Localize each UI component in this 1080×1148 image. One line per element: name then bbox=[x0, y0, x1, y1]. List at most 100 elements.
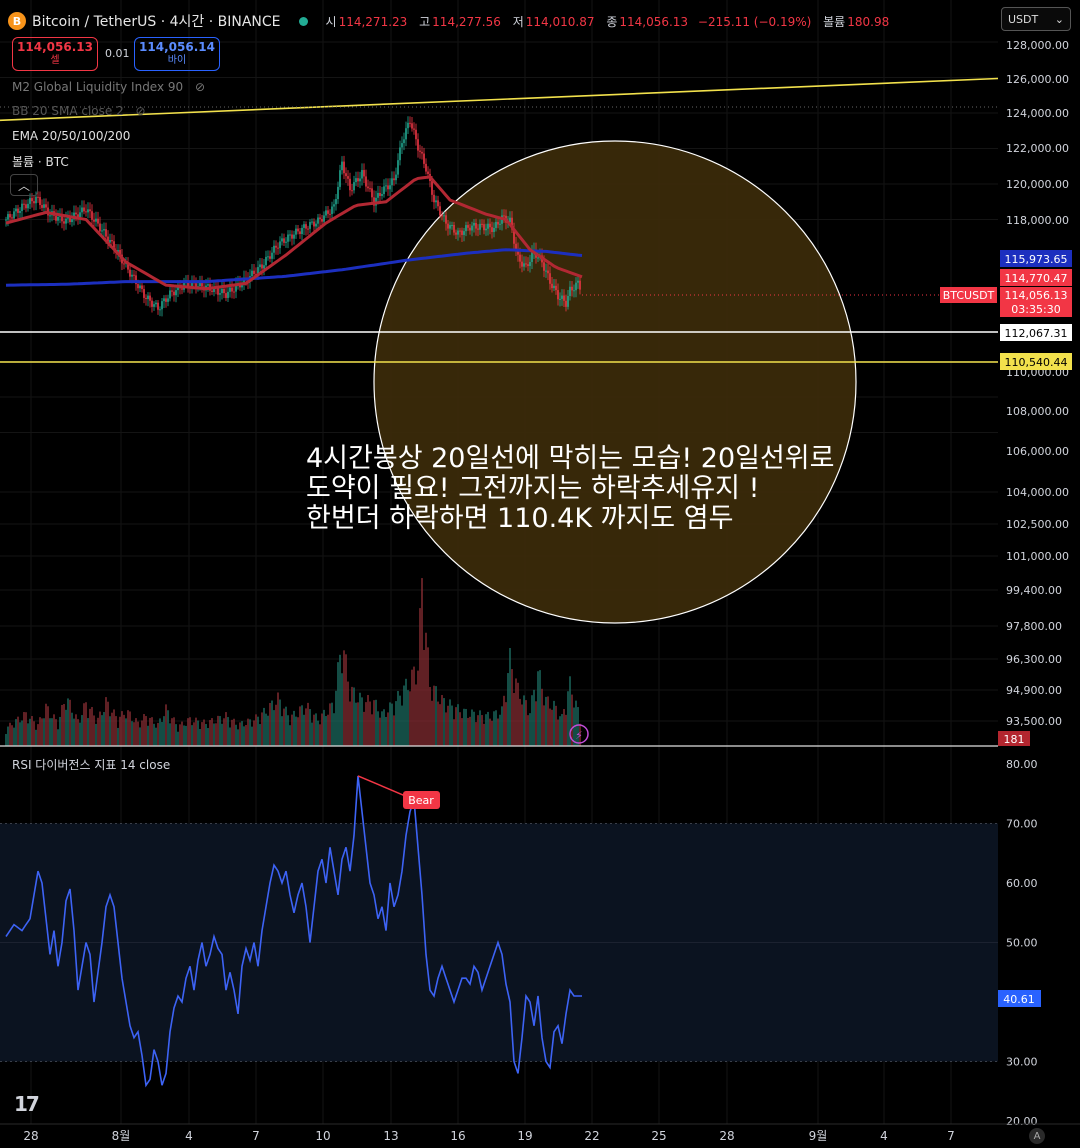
tradingview-logo[interactable]: 17 bbox=[14, 1092, 40, 1116]
volume-bar bbox=[165, 704, 167, 746]
volume-bar bbox=[363, 711, 365, 746]
volume-bar bbox=[303, 714, 305, 746]
candle-body bbox=[441, 215, 443, 217]
candle-body bbox=[231, 287, 233, 292]
volume-bar bbox=[297, 717, 299, 746]
price-tick-label: 106,000.00 bbox=[1006, 445, 1069, 458]
candle-body bbox=[83, 207, 85, 212]
volume-bar bbox=[469, 716, 471, 746]
volume-bar bbox=[105, 697, 107, 746]
time-tick-label: 22 bbox=[584, 1129, 599, 1143]
volume-tag: 181 bbox=[1004, 733, 1025, 746]
candle-body bbox=[55, 215, 57, 221]
volume-bar bbox=[45, 703, 47, 746]
price-tick-label: 120,000.00 bbox=[1006, 178, 1069, 191]
volume-tag-bg bbox=[998, 731, 1030, 746]
candle-body bbox=[13, 211, 15, 219]
candle-body bbox=[149, 295, 151, 301]
volume-bar bbox=[151, 717, 153, 746]
candle-body bbox=[529, 261, 531, 267]
volume-bar bbox=[399, 695, 401, 746]
candle-body bbox=[97, 218, 99, 224]
rsi-title[interactable]: RSI 다이버전스 지표 14 close bbox=[12, 758, 171, 772]
candle-body bbox=[225, 293, 227, 298]
candle-body bbox=[19, 211, 21, 213]
candle-body bbox=[387, 185, 389, 190]
eye-hidden-icon[interactable]: ⊘ bbox=[135, 104, 146, 118]
indicator-volume[interactable]: 볼륨 · BTC bbox=[12, 155, 69, 169]
candle-body bbox=[381, 194, 383, 196]
volume-bar bbox=[81, 715, 83, 746]
volume-bar bbox=[109, 716, 111, 746]
volume-bar bbox=[439, 704, 441, 746]
indicator-m2[interactable]: M2 Global Liquidity Index 90 ⊘ bbox=[12, 80, 205, 94]
volume-bar bbox=[395, 701, 397, 746]
volume-bar bbox=[195, 717, 197, 746]
volume-bar bbox=[179, 724, 181, 746]
volume-bar bbox=[189, 717, 191, 746]
indicator-ema[interactable]: EMA 20/50/100/200 bbox=[12, 129, 131, 143]
volume-bar bbox=[371, 714, 373, 746]
volume-bar bbox=[17, 716, 19, 746]
high-label: 고 bbox=[419, 14, 431, 29]
volume-bar bbox=[561, 714, 563, 746]
volume-bar bbox=[133, 722, 135, 746]
volume-bar bbox=[411, 669, 413, 746]
candle-body bbox=[127, 262, 129, 270]
candle-body bbox=[259, 264, 261, 268]
eye-hidden-icon[interactable]: ⊘ bbox=[195, 80, 206, 94]
candle-body bbox=[253, 270, 255, 274]
volume-bar bbox=[43, 718, 45, 746]
volume-bar bbox=[265, 713, 267, 746]
candle-body bbox=[297, 228, 299, 232]
candle-body bbox=[159, 309, 161, 311]
volume-bar bbox=[569, 676, 571, 746]
volume-bar bbox=[59, 716, 61, 746]
candle-body bbox=[145, 297, 147, 300]
volume-bar bbox=[125, 718, 127, 746]
symbol-header: B Bitcoin / TetherUS · 4시간 · BINANCE 시 11… bbox=[8, 10, 889, 32]
sell-button[interactable]: 114,056.13 셀 bbox=[12, 37, 98, 71]
candle-body bbox=[305, 224, 307, 229]
candle-body bbox=[331, 206, 333, 215]
volume-bar bbox=[89, 708, 91, 746]
candle-body bbox=[409, 122, 411, 124]
candle-body bbox=[155, 302, 157, 305]
candle-body bbox=[233, 291, 235, 293]
auto-scale-button[interactable]: A bbox=[1029, 1128, 1045, 1144]
indicator-bb[interactable]: BB 20 SMA close 2 ⊘ bbox=[12, 104, 146, 118]
candle-body bbox=[431, 180, 433, 195]
volume-bar bbox=[559, 716, 561, 746]
price-tag-symbol: BTCUSDT bbox=[943, 289, 995, 302]
lightning-glyph: ⚡ bbox=[575, 729, 583, 742]
candle-body bbox=[329, 213, 331, 215]
candle-body bbox=[129, 269, 131, 277]
candle-body bbox=[475, 222, 477, 229]
buy-button[interactable]: 114,056.14 바이 bbox=[134, 37, 220, 71]
volume-bar bbox=[373, 700, 375, 746]
candle-body bbox=[271, 252, 273, 259]
candle-body bbox=[23, 203, 25, 205]
currency-select[interactable]: USDT ⌄ bbox=[1001, 7, 1071, 31]
note-line-2: 도약이 필요! 그전까지는 하락추세유지 ! bbox=[306, 473, 760, 504]
candle-body bbox=[339, 170, 341, 187]
volume-bar bbox=[153, 723, 155, 746]
candle-body bbox=[63, 221, 65, 224]
price-tick-label: 102,500.00 bbox=[1006, 518, 1069, 531]
candle-body bbox=[31, 198, 33, 202]
volume-bar bbox=[305, 708, 307, 746]
collapse-indicators-button[interactable]: ︿ bbox=[10, 174, 38, 196]
volume-bar bbox=[321, 713, 323, 746]
rsi-tick-label: 50.00 bbox=[1006, 937, 1038, 950]
symbol-title[interactable]: Bitcoin / TetherUS · 4시간 · BINANCE bbox=[32, 14, 281, 30]
candle-body bbox=[565, 300, 567, 307]
candle-body bbox=[261, 264, 263, 269]
candle-body bbox=[17, 208, 19, 213]
volume-bar bbox=[319, 724, 321, 746]
volume-bar bbox=[323, 709, 325, 746]
volume-bar bbox=[413, 666, 415, 746]
volume-bar bbox=[455, 707, 457, 746]
candle-body bbox=[513, 229, 515, 244]
volume-bar bbox=[271, 700, 273, 746]
